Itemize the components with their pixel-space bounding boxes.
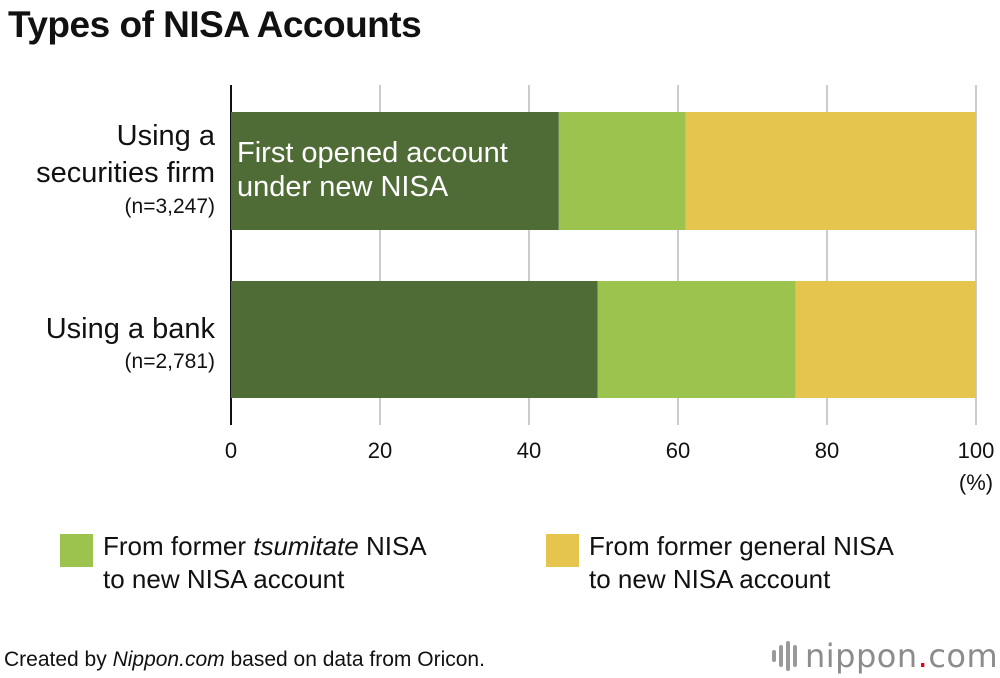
bar-segment-1-1 — [597, 281, 796, 398]
legend-swatch-tsumitate — [60, 534, 93, 567]
bar-segment-0-0 — [231, 112, 559, 230]
bar-segment-1-0 — [231, 281, 598, 398]
x-tick-0: 0 — [225, 438, 237, 463]
x-tick-labels: 0 20 40 60 80 100 — [225, 438, 994, 463]
bar-segments — [231, 112, 976, 398]
series-label-first-opened: First opened account — [237, 137, 508, 169]
legend-label-general: From former general NISA to new NISA acc… — [589, 531, 894, 594]
legend-label-tsumitate: From former tsumitate NISA to new NISA a… — [103, 531, 427, 594]
logo-wordmark: nippon.com — [805, 637, 999, 675]
series-label-first-opened: under new NISA — [237, 171, 449, 203]
category-label-0: Using a — [117, 120, 216, 152]
x-tick-60: 60 — [666, 438, 690, 463]
category-n-1: (n=2,781) — [125, 350, 215, 373]
x-tick-20: 20 — [368, 438, 392, 463]
category-label-1: Using a bank — [46, 313, 216, 345]
category-label-0: securities firm — [36, 157, 215, 189]
x-tick-100: 100 — [958, 438, 995, 463]
nippon-logo: nippon.com — [772, 636, 998, 676]
x-tick-40: 40 — [517, 438, 541, 463]
source-credit: Created by Nippon.com based on data from… — [4, 648, 485, 671]
chart-title: Types of NISA Accounts — [8, 4, 422, 45]
x-unit-label: (%) — [959, 470, 993, 495]
logo-mark-icon — [772, 641, 797, 671]
bar-segment-1-2 — [795, 281, 976, 398]
category-labels: Using a securities firm (n=3,247) Using a b… — [36, 120, 216, 373]
category-n-0: (n=3,247) — [125, 195, 215, 218]
bar-segment-0-2 — [685, 112, 976, 230]
x-tick-80: 80 — [815, 438, 839, 463]
bar-segment-0-1 — [558, 112, 686, 230]
legend-swatch-general — [546, 534, 579, 567]
